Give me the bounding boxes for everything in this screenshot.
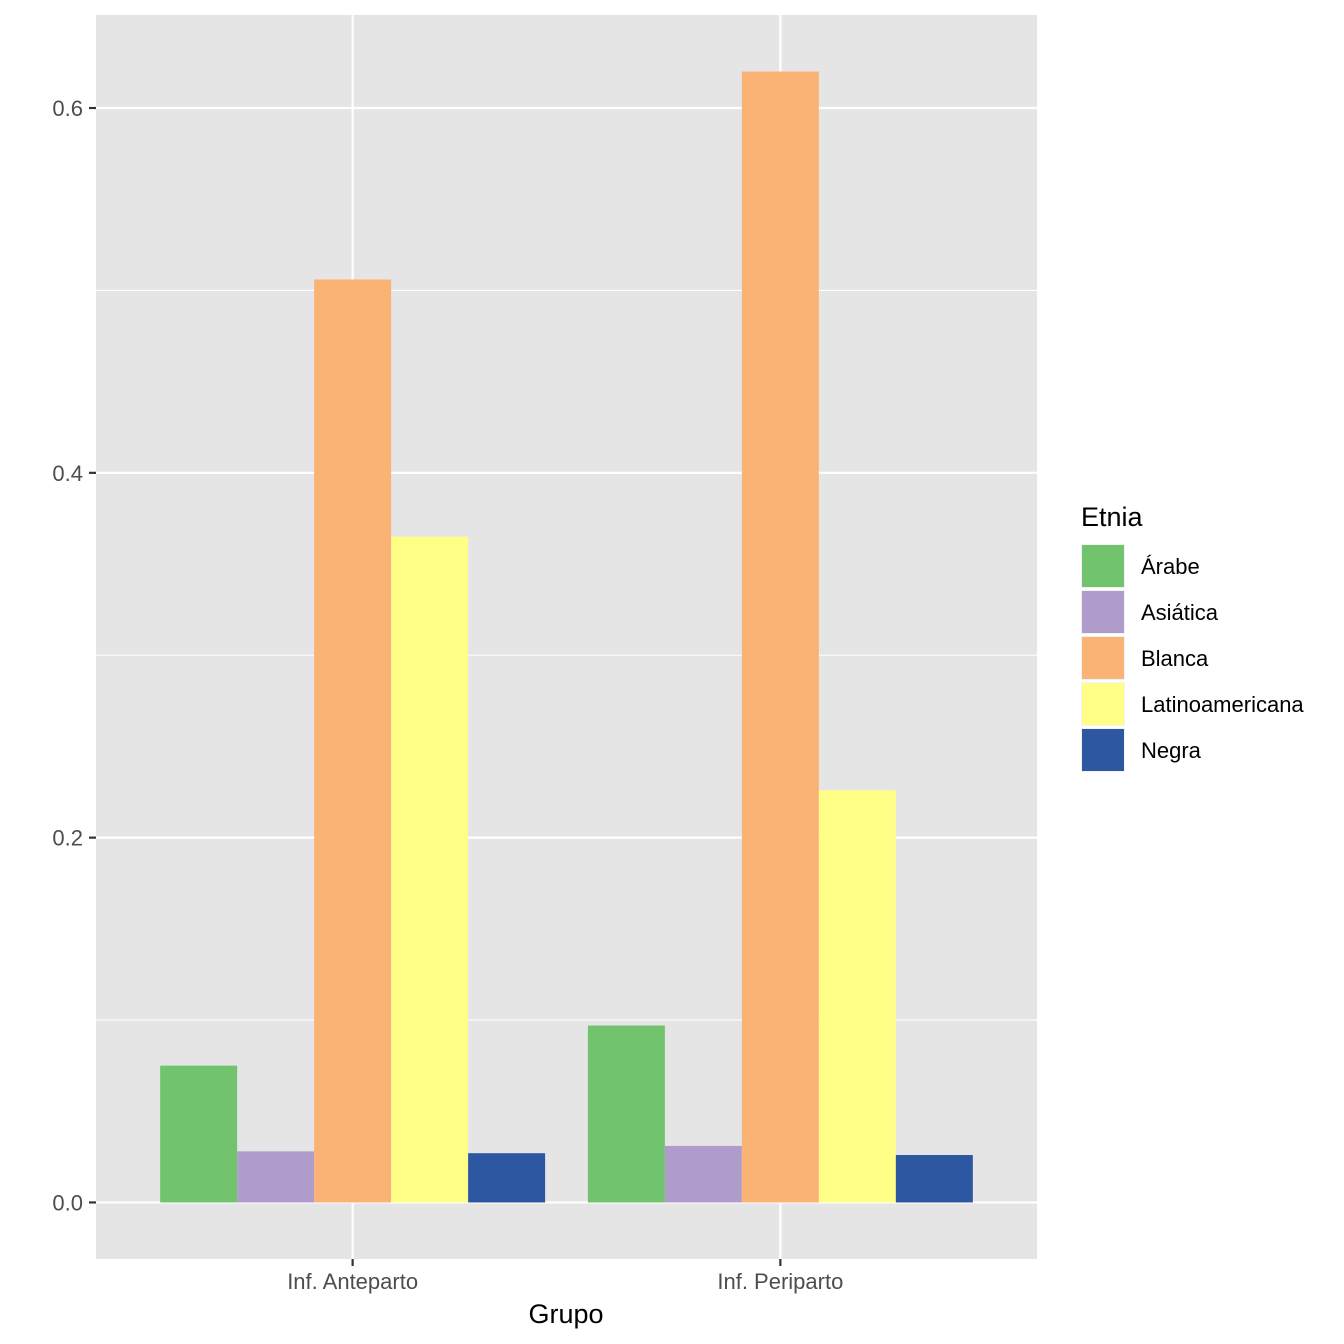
x-axis: Inf. Anteparto Inf. Periparto	[287, 1259, 843, 1294]
bar-negra-1	[468, 1153, 546, 1203]
bar-blanca-1	[314, 279, 392, 1203]
y-tick-label: 0.4	[52, 461, 83, 486]
legend-swatch	[1082, 637, 1124, 679]
y-tick-label: 0.2	[52, 826, 83, 851]
legend-swatch	[1082, 729, 1124, 771]
legend-label: Negra	[1141, 738, 1202, 763]
legend-label: Latinoamericana	[1141, 692, 1304, 717]
legend-swatch	[1082, 545, 1124, 587]
legend-label: Blanca	[1141, 646, 1209, 671]
bar-negra-2	[895, 1155, 973, 1203]
legend-swatch	[1082, 591, 1124, 633]
bars	[160, 71, 973, 1203]
x-axis-title: Grupo	[528, 1299, 603, 1329]
y-axis: 0.0 0.2 0.4 0.6	[52, 96, 96, 1215]
bar-latinoamericana-1	[391, 536, 469, 1203]
x-tick-label: Inf. Anteparto	[287, 1269, 418, 1294]
legend: Etnia Árabe Asiática Blanca Latinoamericana…	[1081, 502, 1304, 772]
bar-asiatica-2	[664, 1145, 742, 1203]
bar-latinoamericana-2	[818, 790, 896, 1203]
legend-title: Etnia	[1081, 502, 1144, 532]
bar-arabe-2	[587, 1025, 665, 1203]
bar-blanca-2	[741, 71, 819, 1203]
bar-asiatica-1	[237, 1151, 315, 1203]
legend-label: Asiática	[1141, 600, 1219, 625]
y-tick-label: 0.0	[52, 1190, 83, 1215]
x-tick-label: Inf. Periparto	[717, 1269, 843, 1294]
legend-swatch	[1082, 683, 1124, 725]
bar-arabe-1	[160, 1065, 238, 1203]
legend-label: Árabe	[1141, 554, 1200, 579]
y-tick-label: 0.6	[52, 96, 83, 121]
